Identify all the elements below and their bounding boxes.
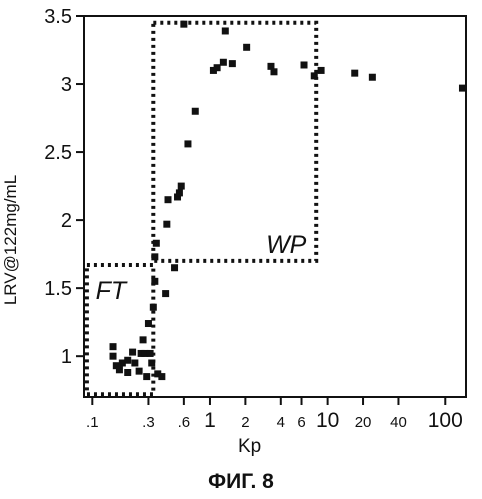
x-tick-label: 100 [428,409,463,432]
data-point [243,44,250,51]
data-point [153,240,160,247]
data-point [220,59,227,66]
y-axis: 1 1.5 2 2.5 3 3.5 [44,6,84,368]
x-axis-title: Kp [238,436,261,458]
data-point [222,27,229,34]
data-point [124,357,131,364]
data-point [178,183,185,190]
x-axis: .1 .3 .6 1 2 46 10 20 40 100 [86,397,463,432]
y-tick-label: 3.5 [44,6,72,28]
region-box-wp [153,23,316,261]
data-point [163,221,170,228]
x-tick-label: .1 [86,414,99,431]
data-point [129,349,136,356]
data-point [151,278,158,285]
data-point [151,253,158,260]
data-point [124,369,131,376]
x-tick-label: 4 [277,414,285,431]
data-point [369,74,376,81]
data-point [145,320,152,327]
x-tick-label: .6 [178,414,191,431]
regions: FT WP [87,23,316,394]
data-point [351,70,358,77]
y-tick-label: 2 [61,210,72,232]
data-point [162,290,169,297]
data-point [229,60,236,67]
data-point [180,21,187,28]
y-tick-label: 1 [61,346,72,368]
x-tick-label: 2 [241,414,249,431]
data-point [116,366,123,373]
data-point [176,189,183,196]
scatter-chart: 1 1.5 2 2.5 3 3.5 .1 .3 .6 1 2 46 10 20 40 100 FT WP [0,0,482,470]
data-point [318,67,325,74]
y-axis-title-wrap: LRV@122mg/mL [2,40,26,440]
data-point [270,68,277,75]
data-point [136,368,143,375]
figure-caption: ФИГ. 8 [0,470,482,494]
data-points [110,21,466,380]
data-point [301,61,308,68]
data-point [171,264,178,271]
y-tick-label: 2.5 [44,142,72,164]
x-tick-label: 40 [390,414,407,431]
data-point [192,108,199,115]
data-point [214,64,221,71]
data-point [148,359,155,366]
data-point [140,336,147,343]
data-point [165,196,172,203]
x-tick-label: .3 [142,414,155,431]
data-point [143,373,150,380]
y-tick-label: 1.5 [44,278,72,300]
y-axis-title: LRV@122mg/mL [2,175,20,305]
x-tick-label: 1 [204,409,216,432]
data-point [110,343,117,350]
region-label-ft: FT [96,277,128,305]
x-tick-label: 10 [316,409,339,432]
x-tick-label: 20 [355,414,372,431]
data-point [311,72,318,79]
data-point [131,359,138,366]
x-tick-label: 6 [297,414,305,431]
data-point [459,85,466,92]
data-point [150,304,157,311]
y-tick-label: 3 [61,74,72,96]
data-point [110,353,117,360]
data-point [147,350,154,357]
data-point [184,140,191,147]
region-label-wp: WP [266,231,307,259]
data-point [158,373,165,380]
